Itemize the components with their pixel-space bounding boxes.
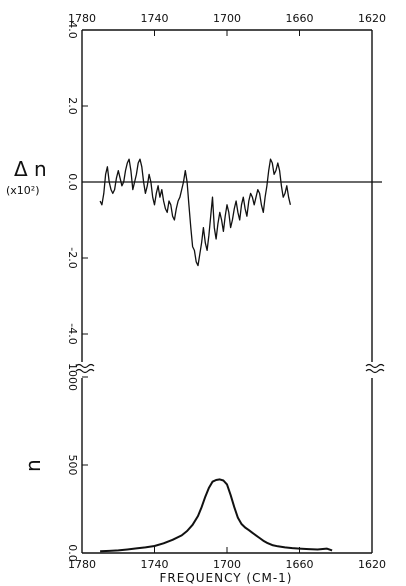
top-y-tick-label: -4.0 xyxy=(66,323,79,344)
top-y-axis-label: Δ n xyxy=(14,157,47,181)
top-x-tick-label: 1700 xyxy=(213,12,241,25)
top-y-tick-label: 0.0 xyxy=(66,173,79,191)
top-y-tick-label: 4.0 xyxy=(66,21,79,39)
bottom-y-tick-label: 0.0 xyxy=(66,544,79,562)
bottom-x-tick-label: 1660 xyxy=(286,558,314,571)
difference-series xyxy=(99,158,292,267)
top-x-tick-label: 1620 xyxy=(358,12,386,25)
absorbance-spectrum-line xyxy=(100,478,333,553)
axis-break-right xyxy=(365,363,385,374)
top-x-tick-label: 1740 xyxy=(141,12,169,25)
bottom-x-tick-label: 1620 xyxy=(358,558,386,571)
x-axis-label: FREQUENCY (CM-1) xyxy=(160,571,293,585)
top-y-tick-label: -2.0 xyxy=(66,247,79,268)
plot-frame xyxy=(81,29,373,554)
top-panel-ticks: 1780 1740 1700 1660 1620 4.0 2.0 0.0 -2.0 -4.0 xyxy=(66,12,386,345)
bottom-x-tick-label: 1780 xyxy=(68,558,96,571)
bottom-y-tick-label: 500 xyxy=(66,455,79,476)
top-x-tick-label: 1660 xyxy=(286,12,314,25)
top-x-tick-label: 1780 xyxy=(68,12,96,25)
bottom-y-tick-label: 1000 xyxy=(66,363,79,391)
top-y-axis-scale: (x10²) xyxy=(6,184,40,197)
axis-break-left xyxy=(75,363,95,374)
bottom-x-tick-label: 1700 xyxy=(213,558,241,571)
bottom-panel-ticks: 1780 1740 1700 1660 1620 0.0 500 1000 xyxy=(66,363,386,571)
difference-spectrum-line xyxy=(99,158,292,267)
bottom-y-axis-label: n xyxy=(21,459,45,472)
bottom-x-tick-label: 1740 xyxy=(141,558,169,571)
top-y-tick-label: 2.0 xyxy=(66,97,79,115)
absorbance-series xyxy=(100,478,333,553)
